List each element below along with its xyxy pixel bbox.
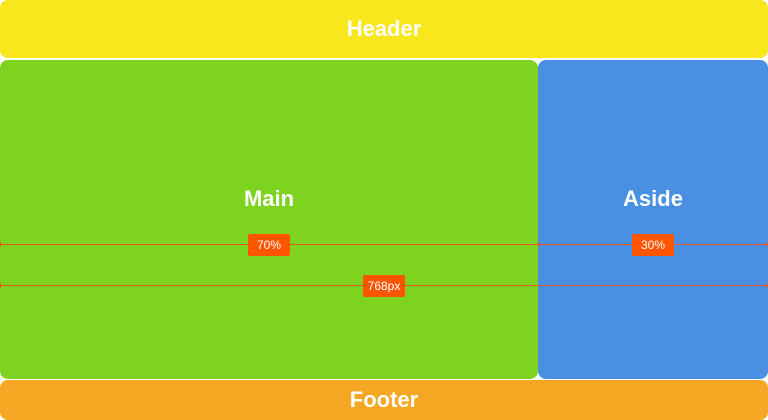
- aside-width-badge: 30%: [632, 234, 674, 256]
- column-measure-tick-middle: [538, 242, 539, 247]
- total-measure-tick-left: [0, 283, 1, 288]
- column-measure-tick-left: [0, 242, 1, 247]
- aside-block: Aside: [538, 60, 768, 379]
- column-measure-line: [0, 244, 768, 245]
- footer-block: Footer: [0, 380, 768, 420]
- main-width-badge: 70%: [248, 234, 290, 256]
- header-block: Header: [0, 0, 768, 58]
- footer-label: Footer: [349, 387, 419, 412]
- total-width-badge: 768px: [363, 275, 405, 297]
- header-label: Header: [346, 16, 422, 41]
- main-label: Main: [243, 185, 295, 211]
- main-block: Main: [0, 60, 538, 379]
- aside-label: Aside: [623, 185, 683, 211]
